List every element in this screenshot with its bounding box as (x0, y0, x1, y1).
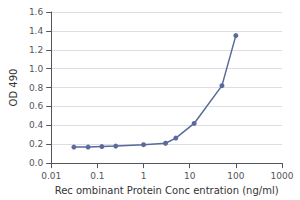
svg-text:0.4: 0.4 (29, 120, 44, 130)
svg-text:0.6: 0.6 (29, 101, 44, 111)
svg-text:1.6: 1.6 (29, 7, 44, 17)
svg-text:1000: 1000 (271, 171, 294, 181)
svg-text:1.4: 1.4 (29, 26, 44, 36)
svg-text:0.2: 0.2 (29, 139, 43, 149)
svg-text:OD 490: OD 490 (8, 69, 19, 107)
svg-text:100: 100 (227, 171, 244, 181)
svg-text:0.01: 0.01 (41, 171, 61, 181)
svg-text:0.1: 0.1 (90, 171, 104, 181)
svg-text:10: 10 (184, 171, 196, 181)
svg-text:1.2: 1.2 (29, 45, 43, 55)
svg-text:Rec ombinant Protein Conc entr: Rec ombinant Protein Conc entration (ng/… (55, 185, 279, 196)
svg-text:0.8: 0.8 (29, 83, 44, 93)
svg-text:0.0: 0.0 (29, 158, 44, 168)
svg-text:1.0: 1.0 (29, 64, 44, 74)
svg-text:1: 1 (141, 171, 147, 181)
